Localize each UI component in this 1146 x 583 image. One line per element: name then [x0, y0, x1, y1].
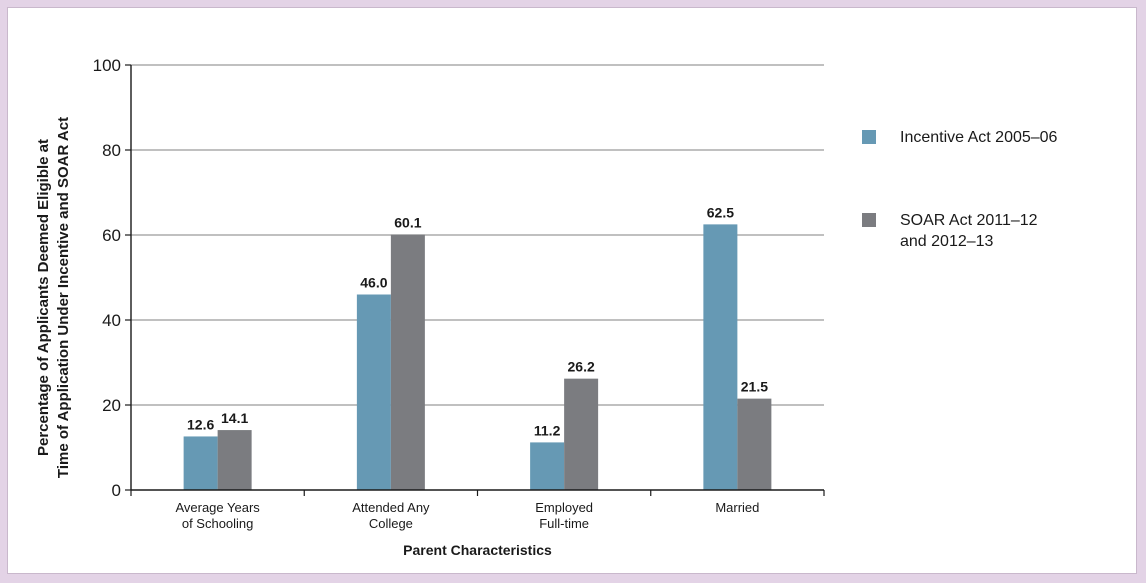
bar	[390, 234, 425, 490]
bar	[737, 398, 772, 490]
bar	[564, 378, 599, 490]
legend-swatch	[862, 130, 876, 144]
bar	[703, 224, 738, 490]
y-tick-label: 100	[93, 56, 121, 75]
category-label: Employed Full-time	[535, 500, 593, 531]
axes	[125, 64, 825, 496]
bar	[183, 436, 218, 490]
category-label: Married	[715, 500, 759, 515]
y-axis-title: Percentage of Applicants Deemed Eligible…	[35, 117, 72, 478]
x-axis-title: Parent Characteristics	[403, 542, 552, 558]
labels: 0 20 40 60 80 100 12.6 14.1 Average Years of Scho…	[35, 56, 768, 558]
bars	[183, 224, 772, 490]
bar	[530, 442, 565, 490]
data-label: 46.0	[360, 275, 387, 291]
legend-swatch	[862, 213, 876, 227]
data-label: 14.1	[221, 410, 248, 426]
data-label: 21.5	[741, 379, 768, 395]
category-label: Average Years of Schooling	[175, 500, 260, 531]
y-tick-label: 40	[102, 311, 121, 330]
data-label: 11.2	[534, 422, 561, 438]
y-tick-label: 0	[112, 481, 121, 500]
bar	[217, 430, 252, 490]
y-tick-label: 80	[102, 141, 121, 160]
y-tick-label: 20	[102, 396, 121, 415]
data-label: 26.2	[568, 359, 595, 375]
category-label: Attended Any College	[352, 500, 430, 531]
bar	[356, 294, 391, 490]
legend-label: SOAR Act 2011–12 and 2012–13	[900, 212, 1038, 250]
data-label: 62.5	[707, 204, 734, 220]
data-label: 12.6	[187, 416, 214, 432]
data-label: 60.1	[394, 215, 421, 231]
y-tick-label: 60	[102, 226, 121, 245]
legend: Incentive Act 2005–06 SOAR Act 2011–12 and…	[862, 129, 1058, 250]
legend-label: Incentive Act 2005–06	[900, 129, 1058, 146]
